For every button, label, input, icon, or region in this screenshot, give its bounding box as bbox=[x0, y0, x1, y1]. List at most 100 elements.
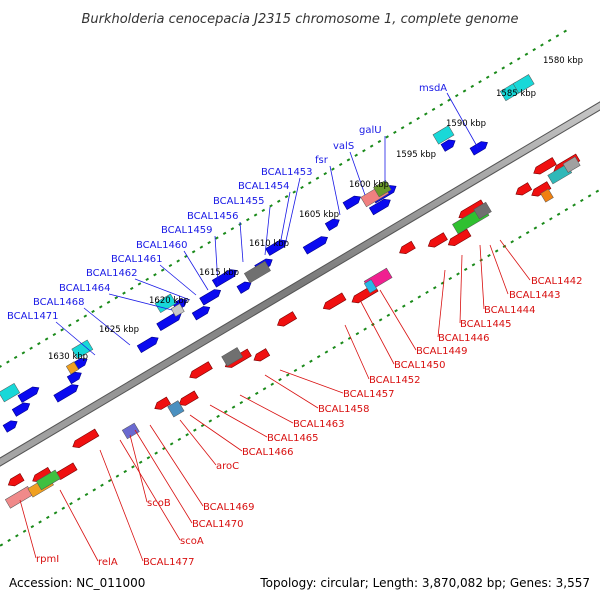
kbp-scale-labels: 1580 kbp 1585 kbp 1590 kbp 1595 kbp 1600… bbox=[48, 56, 583, 362]
gene-label: BCAL1453 bbox=[261, 167, 313, 178]
gene-label: BCAL1471 bbox=[7, 311, 59, 322]
forward-gene-shape bbox=[368, 198, 391, 216]
ring-dot bbox=[324, 350, 329, 354]
gene-label: valS bbox=[333, 141, 354, 152]
leader-line bbox=[83, 307, 131, 346]
gene-label: msdA bbox=[419, 83, 447, 94]
ring-dot bbox=[247, 396, 251, 400]
leader-line bbox=[55, 321, 96, 356]
gray-gene bbox=[562, 156, 581, 173]
ring-dot bbox=[185, 433, 189, 437]
ring-dot bbox=[293, 368, 298, 373]
gene-label: galU bbox=[359, 125, 382, 136]
ring-dot bbox=[393, 130, 397, 134]
ring-dot bbox=[385, 135, 389, 139]
gene-label: BCAL1469 bbox=[203, 502, 255, 513]
ring-dot bbox=[595, 189, 600, 193]
orange-gene bbox=[540, 188, 554, 203]
accession-text: Accession: NC_011000 bbox=[9, 576, 145, 590]
ring-dot bbox=[454, 93, 459, 98]
forward-gene bbox=[156, 312, 182, 331]
ring-dot bbox=[230, 227, 235, 231]
ring-dot bbox=[549, 217, 553, 221]
gene-label: BCAL1468 bbox=[33, 297, 85, 308]
gene-label: BCAL1470 bbox=[192, 519, 244, 530]
forward-gene-shape bbox=[17, 386, 40, 403]
ring-dot bbox=[564, 208, 569, 212]
ring-dot bbox=[447, 98, 451, 102]
forward-gene bbox=[324, 218, 340, 231]
forward-gene-shape bbox=[66, 371, 82, 385]
ring-dot bbox=[215, 236, 219, 240]
steel-gene-shape bbox=[167, 400, 185, 418]
gene-label: BCAL1449 bbox=[416, 346, 468, 357]
ring-dot bbox=[168, 263, 173, 268]
gray-gene-shape bbox=[221, 347, 244, 367]
map-title: Burkholderia cenocepacia J2315 chromosom… bbox=[81, 12, 518, 27]
ring-dot bbox=[541, 221, 545, 226]
purple-gene bbox=[121, 422, 140, 440]
leader-line bbox=[99, 449, 144, 562]
ring-dot bbox=[448, 276, 453, 281]
ring-dot bbox=[362, 149, 366, 153]
ring-dot bbox=[7, 538, 11, 543]
reverse-gene-shape bbox=[447, 228, 472, 247]
ring-dot bbox=[346, 158, 351, 162]
gray-gene bbox=[170, 303, 185, 317]
ring-dot bbox=[525, 230, 530, 235]
ring-dot bbox=[501, 66, 506, 70]
rna-gene-shape bbox=[432, 125, 455, 145]
ring-dot bbox=[207, 240, 211, 245]
leader-line bbox=[349, 151, 366, 196]
forward-gene-shape bbox=[199, 289, 222, 306]
cyan-gene-shape bbox=[363, 279, 378, 294]
gene-label: BCAL1450 bbox=[394, 360, 446, 371]
leader-line bbox=[437, 269, 446, 338]
ring-dot bbox=[76, 497, 81, 501]
ring-dot bbox=[38, 520, 42, 524]
reverse-gene bbox=[515, 182, 533, 196]
gene-label: BCAL1463 bbox=[293, 419, 345, 430]
ring-dot bbox=[216, 414, 220, 418]
rna-gene bbox=[71, 339, 94, 359]
rna-gene bbox=[512, 74, 535, 94]
gene-label: BCAL1452 bbox=[369, 375, 421, 386]
kbp-label: 1600 kbp bbox=[349, 180, 389, 190]
forward-gene-shape bbox=[324, 218, 340, 231]
ring-dot bbox=[46, 515, 50, 520]
leader-line bbox=[329, 165, 341, 216]
gene-label: BCAL1466 bbox=[242, 447, 294, 458]
gray-gene bbox=[243, 260, 271, 284]
reverse-gene-shape bbox=[322, 292, 347, 310]
ring-dot bbox=[231, 405, 236, 409]
ring-dot bbox=[470, 84, 475, 89]
ring-dot bbox=[30, 524, 35, 529]
ring-dot bbox=[22, 529, 27, 533]
ring-dot bbox=[409, 299, 414, 304]
leader-line bbox=[59, 489, 99, 562]
ring-dot bbox=[115, 474, 120, 478]
ring-dot bbox=[239, 400, 244, 405]
reverse-gene bbox=[427, 232, 448, 248]
leader-line bbox=[159, 264, 197, 296]
reverse-gene-shape bbox=[72, 428, 100, 448]
cyan-gene bbox=[363, 279, 378, 294]
ring-dot bbox=[52, 332, 57, 337]
leader-line bbox=[489, 244, 509, 295]
gene-label: BCAL1459 bbox=[161, 225, 213, 236]
reverse-gene-labels: BCAL1442 BCAL1443 BCAL1444 BCAL1445 BCAL… bbox=[36, 276, 583, 568]
gene-label: BCAL1443 bbox=[509, 290, 561, 301]
ring-dot bbox=[462, 89, 467, 93]
ring-dot bbox=[270, 382, 275, 386]
ring-dot bbox=[340, 341, 344, 345]
reverse-gene bbox=[533, 157, 557, 175]
ring-dot bbox=[301, 364, 306, 368]
ring-dot bbox=[572, 203, 576, 207]
gene-label: BCAL1446 bbox=[438, 333, 490, 344]
forward-gene bbox=[342, 195, 361, 210]
gene-label: BCAL1461 bbox=[111, 254, 163, 265]
kbp-label: 1620 kbp bbox=[149, 296, 189, 306]
genome-info-text: Topology: circular; Length: 3,870,082 bp… bbox=[259, 576, 590, 590]
reverse-gene bbox=[178, 390, 199, 406]
reverse-gene-shape bbox=[277, 311, 298, 327]
